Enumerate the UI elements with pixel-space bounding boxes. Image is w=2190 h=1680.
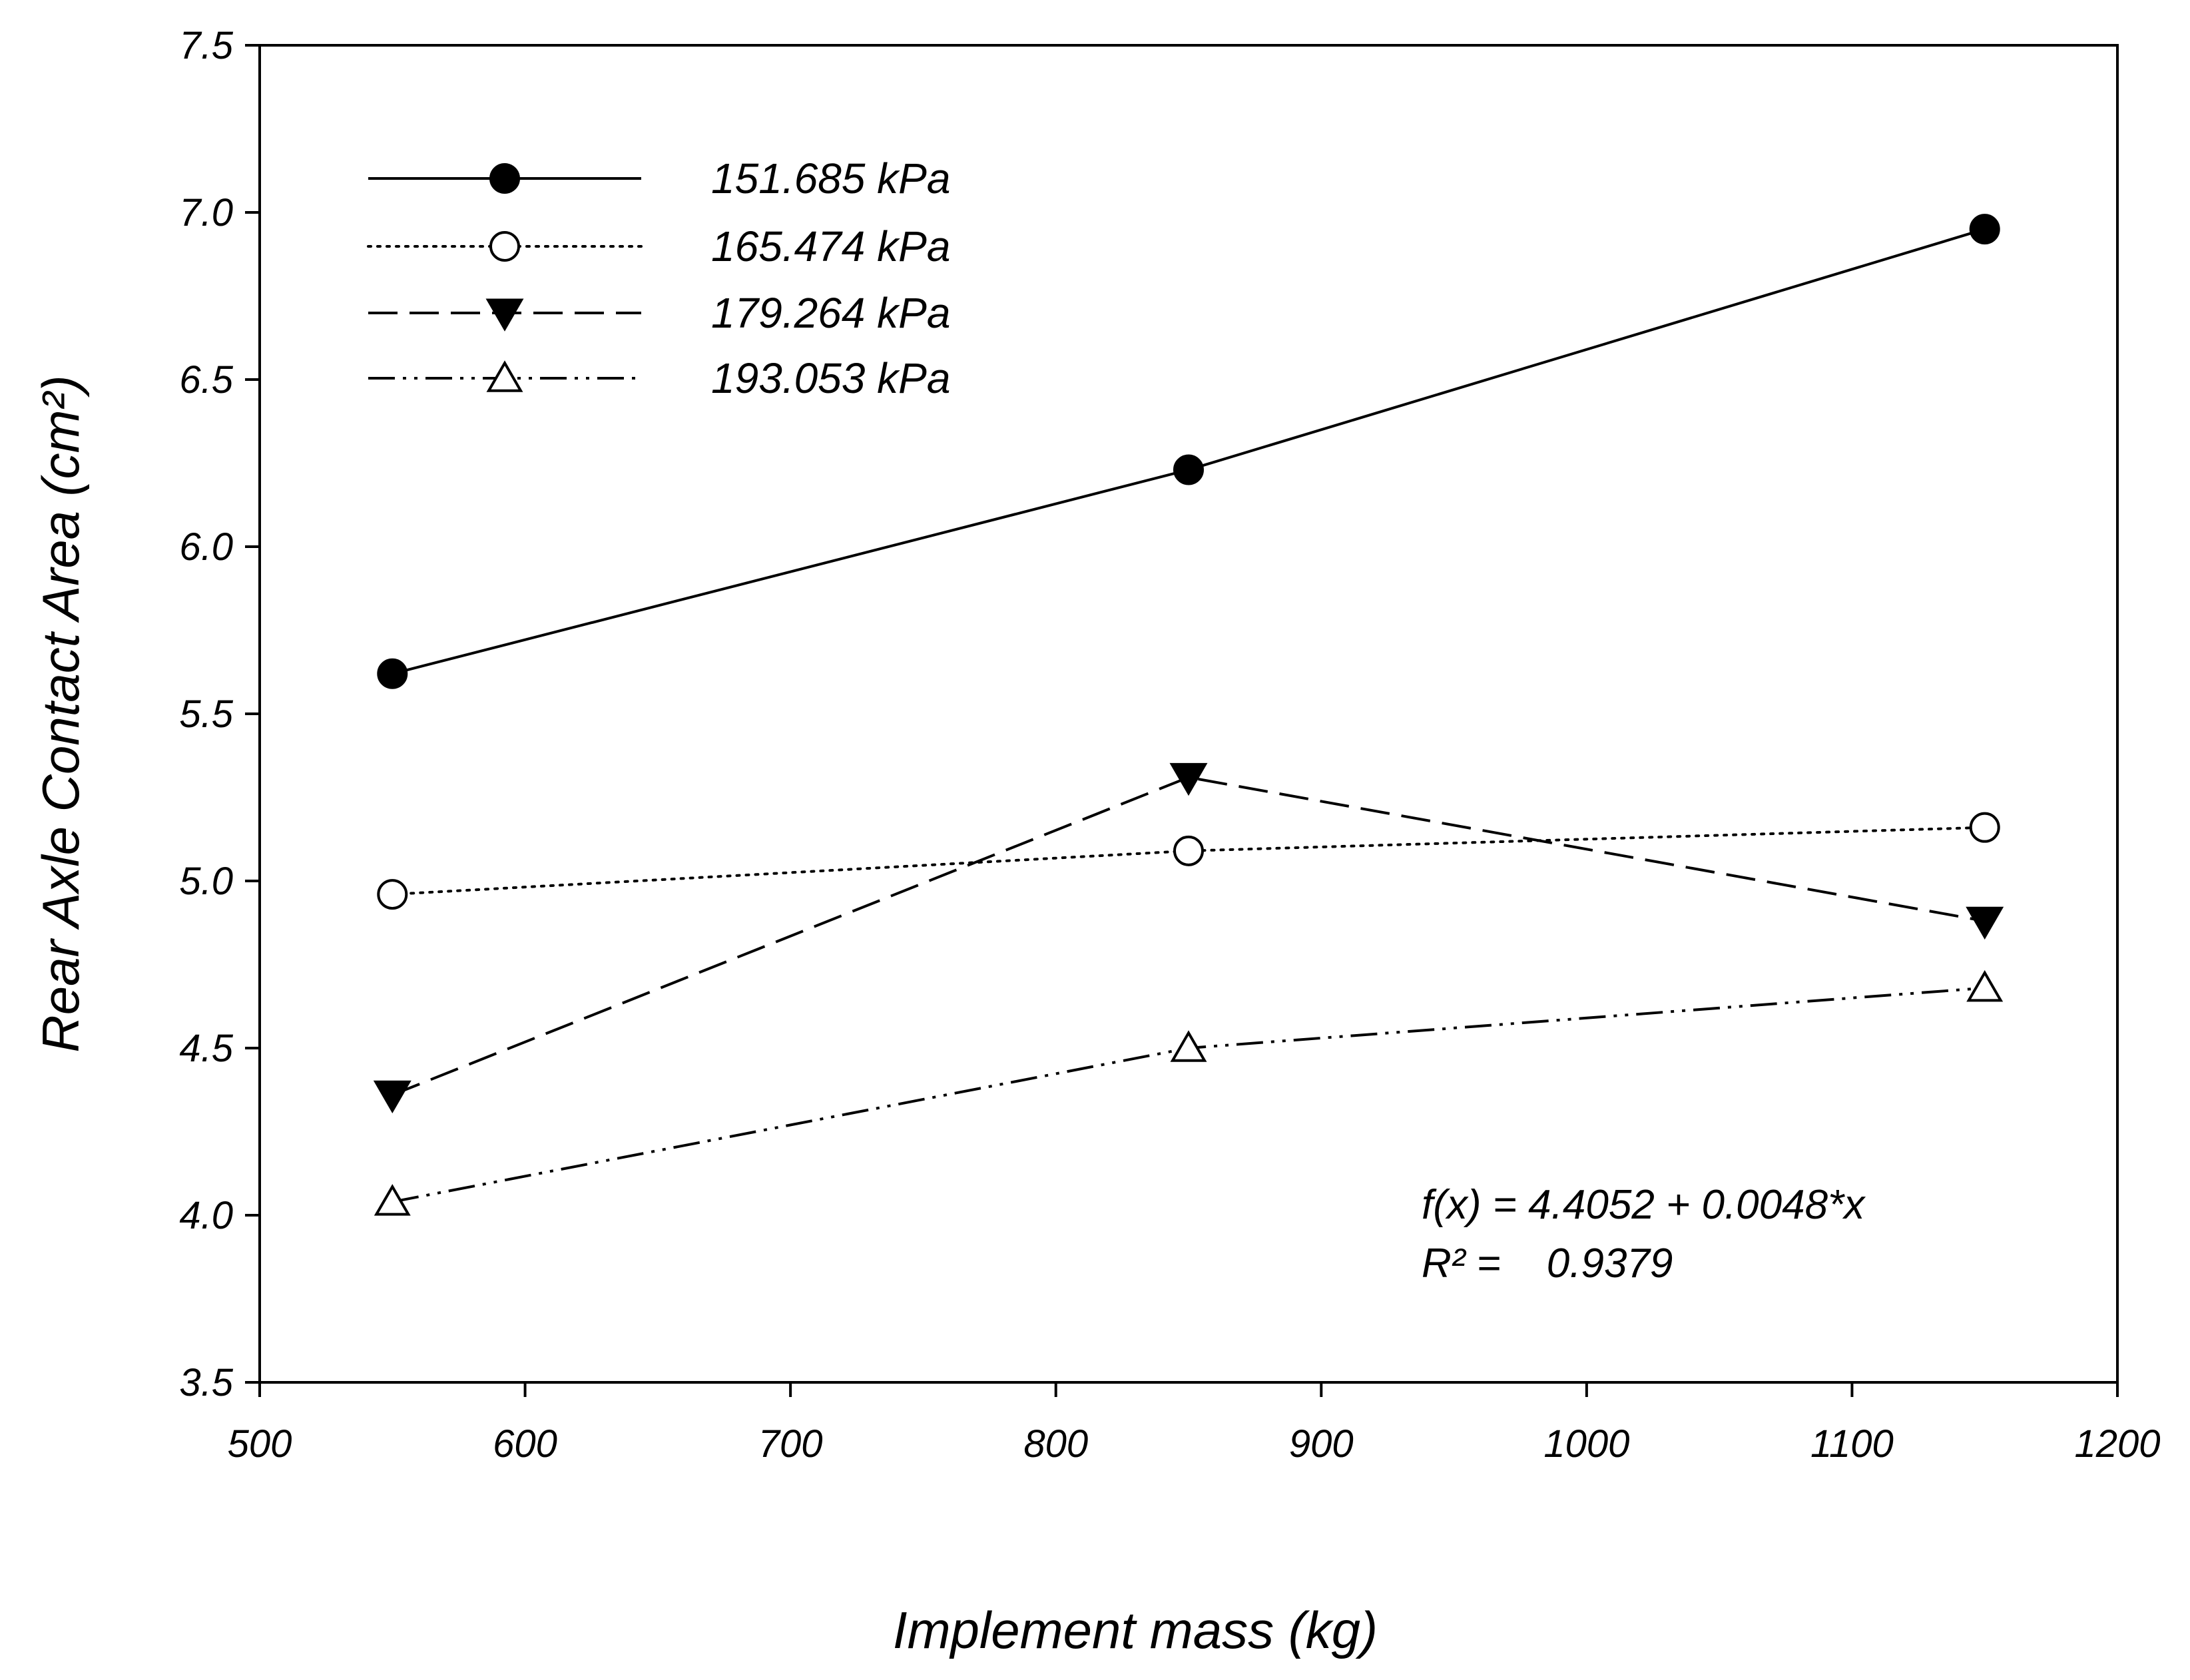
y-tick-label: 5.0	[179, 860, 233, 903]
series-markers	[373, 214, 2004, 1216]
legend: 151.685 kPa 165.474 kPa 179.264 kPa 193.053…	[367, 154, 950, 402]
legend-label-4: 193.053 kPa	[711, 354, 950, 402]
x-tick-label: 1000	[1543, 1422, 1629, 1466]
regression-equation: f(x) = 4.4052 + 0.0048*x	[1422, 1182, 1866, 1228]
data-point-3-3	[1966, 906, 2004, 940]
legend-label-1: 151.685 kPa	[711, 154, 950, 202]
legend-marker-4	[486, 360, 523, 392]
data-point-2-3	[1969, 812, 2000, 843]
x-tick-label: 900	[1289, 1422, 1354, 1466]
legend-label-3: 179.264 kPa	[711, 289, 950, 337]
r-squared-value: R² = 0.9379	[1422, 1241, 1673, 1286]
data-point-3-1	[373, 1080, 411, 1114]
legend-marker-2	[489, 231, 520, 262]
y-axis-title: Rear Axle Contact Area (cm²)	[31, 375, 90, 1052]
y-tick-label: 6.0	[179, 525, 233, 569]
axis-ticks: 500 600 700 800 900 1000 1100 1200 3.5 4.0 4.5 5.0 5…	[179, 24, 2160, 1466]
y-tick-label: 7.5	[179, 24, 233, 67]
legend-label-2: 165.474 kPa	[711, 222, 950, 270]
data-point-4-3	[1966, 970, 2004, 1002]
y-tick-label: 5.5	[179, 693, 233, 736]
data-point-4-2	[1170, 1030, 1207, 1062]
x-tick-label: 500	[228, 1422, 292, 1466]
y-tick-label: 4.0	[179, 1194, 233, 1237]
y-tick-label: 6.5	[179, 358, 233, 402]
data-point-1-3	[1969, 214, 2000, 245]
x-axis-title: Implement mass (kg)	[893, 1601, 1378, 1659]
data-point-4-1	[374, 1184, 411, 1216]
data-point-1-2	[1173, 454, 1204, 485]
y-tick-label: 7.0	[179, 191, 233, 234]
legend-marker-3	[485, 298, 524, 332]
x-tick-label: 1100	[1810, 1422, 1894, 1466]
y-tick-label: 4.5	[179, 1027, 233, 1070]
x-tick-label: 700	[758, 1422, 823, 1466]
x-tick-label: 600	[493, 1422, 557, 1466]
y-tick-label: 3.5	[179, 1361, 233, 1404]
x-tick-label: 800	[1023, 1422, 1088, 1466]
series-line-4	[392, 986, 1985, 1203]
data-point-1-1	[377, 658, 408, 689]
data-point-3-2	[1169, 762, 1208, 796]
data-point-2-2	[1173, 835, 1204, 866]
data-point-2-1	[377, 879, 408, 910]
series-line-1	[392, 228, 1986, 675]
x-tick-label: 1200	[2074, 1422, 2160, 1466]
legend-marker-1	[489, 163, 520, 194]
